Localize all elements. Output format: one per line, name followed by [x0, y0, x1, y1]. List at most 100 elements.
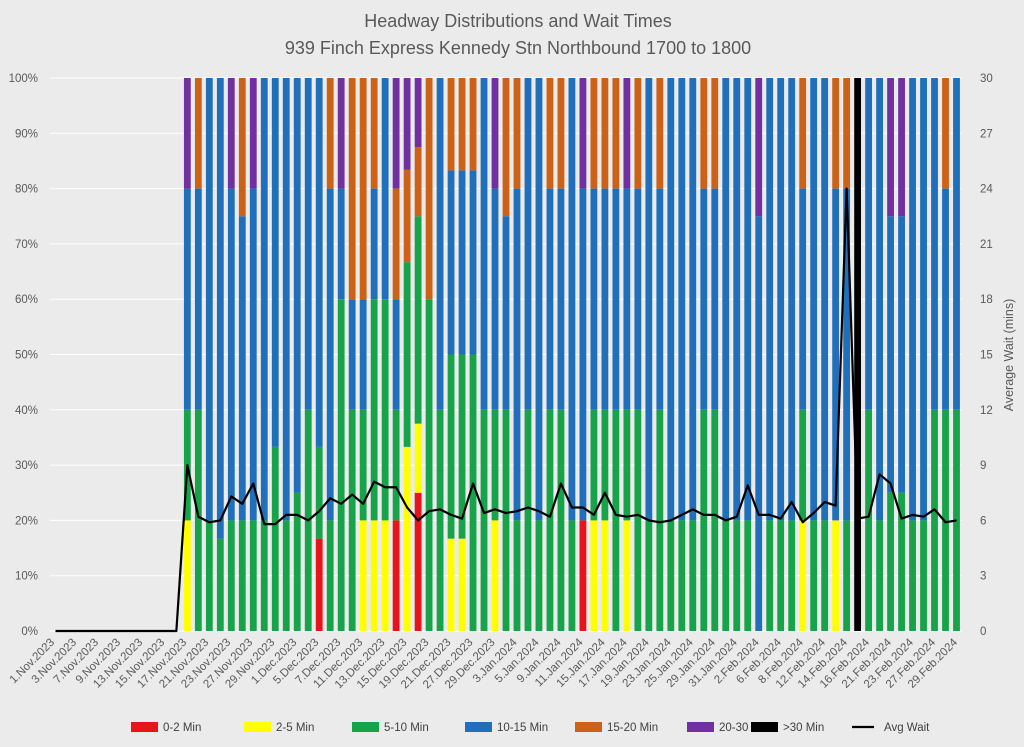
- bar-segment: [205, 78, 213, 521]
- bar-segment: [403, 446, 411, 631]
- bar-segment: [480, 409, 488, 631]
- bar-segment: [920, 78, 927, 521]
- bar-segment: [931, 78, 938, 410]
- bar-segment: [799, 188, 807, 410]
- legend-label: 15-20 Min: [607, 722, 658, 734]
- bar-segment: [667, 78, 675, 521]
- y-tick-right: 18: [980, 294, 993, 306]
- bar-segment: [799, 520, 807, 631]
- bar-segment: [766, 78, 774, 521]
- chart-title: Headway Distributions and Wait Times: [364, 11, 671, 31]
- bar-segment: [392, 520, 400, 631]
- y-tick-left: 0%: [21, 626, 38, 638]
- bar-segment: [249, 188, 257, 521]
- bar-segment: [568, 520, 576, 631]
- bar-segment: [777, 520, 785, 631]
- bar-segment: [942, 409, 949, 631]
- y-tick-right: 12: [980, 405, 993, 417]
- y-axis-right: 0 3 6 9 12 15 18 21 24 27 30: [980, 73, 993, 638]
- bar-segment: [513, 78, 521, 189]
- bar-segment: [623, 188, 631, 410]
- bar-segment: [381, 520, 389, 631]
- bar-segment: [942, 78, 949, 189]
- bar-segment: [689, 78, 697, 521]
- bar-segment: [601, 78, 609, 189]
- bar-segment: [194, 409, 202, 631]
- bar-segment: [546, 409, 554, 631]
- bar-segment: [502, 409, 510, 631]
- bar-segment: [722, 78, 730, 521]
- bar-segment: [612, 409, 620, 631]
- y-tick-left: 50%: [15, 350, 38, 362]
- bar-segment: [898, 78, 905, 217]
- legend-swatch: [244, 722, 271, 732]
- y-tick-left: 40%: [15, 405, 38, 417]
- bar-segment: [656, 409, 664, 631]
- bar-segment: [733, 78, 741, 521]
- bar-segment: [568, 78, 576, 521]
- bar-segment: [183, 520, 191, 631]
- bar-segment: [843, 520, 851, 631]
- bar-segment: [425, 78, 433, 300]
- bar-segment: [513, 520, 521, 631]
- bar-segment: [744, 520, 752, 631]
- bar-segment: [414, 492, 422, 631]
- bar-segment: [447, 538, 455, 631]
- bar-segment: [579, 78, 587, 189]
- bar-segment: [271, 446, 279, 631]
- bar-segment: [645, 78, 653, 521]
- legend-label: 2-5 Min: [276, 722, 314, 734]
- legend-label: 0-2 Min: [163, 722, 201, 734]
- y-tick-right: 21: [980, 239, 993, 251]
- bar-segment: [942, 188, 949, 410]
- bar-segment: [458, 538, 466, 631]
- bar-segment: [370, 520, 378, 631]
- bar-segment: [810, 78, 818, 521]
- bar-segment: [887, 492, 894, 631]
- bar-segment: [656, 188, 664, 410]
- y-axis-right-title: Average Wait (mins): [1002, 299, 1016, 412]
- chart-subtitle: 939 Finch Express Kennedy Stn Northbound…: [285, 38, 751, 58]
- bar-segment: [282, 78, 290, 521]
- bar-segment: [557, 188, 565, 410]
- bar-segment: [216, 78, 224, 539]
- legend-swatch: [131, 722, 158, 732]
- bar-segment: [502, 216, 510, 410]
- bar-segment: [249, 520, 257, 631]
- bar-segment: [843, 188, 851, 521]
- bar-segment: [645, 520, 653, 631]
- legend-swatch: [751, 722, 778, 732]
- bar-segment: [755, 78, 763, 217]
- bar-segment: [348, 78, 356, 300]
- legend-label: 10-15 Min: [497, 722, 548, 734]
- legend-swatch: [352, 722, 379, 732]
- bar-segment: [194, 78, 202, 189]
- bar-segment: [678, 78, 686, 521]
- bar-segment: [480, 78, 488, 410]
- bar-segment: [953, 78, 960, 410]
- bar-segment: [447, 170, 455, 355]
- bar-segment: [557, 409, 565, 631]
- legend-swatch: [465, 722, 492, 732]
- bar-segment: [436, 409, 444, 631]
- bar-segment: [403, 169, 411, 263]
- bar-segment: [733, 520, 741, 631]
- bar-segment: [491, 520, 499, 631]
- bar-segment: [370, 78, 378, 189]
- bar-segment: [634, 78, 642, 189]
- bar-segment: [920, 520, 927, 631]
- y-tick-right: 3: [980, 571, 986, 583]
- y-tick-left: 10%: [15, 571, 38, 583]
- bar-segment: [348, 409, 356, 631]
- bar-segment: [535, 520, 543, 631]
- bar-segment: [821, 78, 829, 521]
- bar-segment: [282, 520, 290, 631]
- bar-segment: [777, 78, 785, 521]
- bar-segment: [876, 78, 883, 521]
- bar-segment: [183, 78, 191, 189]
- bar-segment: [678, 520, 686, 631]
- y-tick-left: 100%: [9, 73, 38, 85]
- bar-segment: [601, 520, 609, 631]
- bar-segment: [337, 188, 345, 300]
